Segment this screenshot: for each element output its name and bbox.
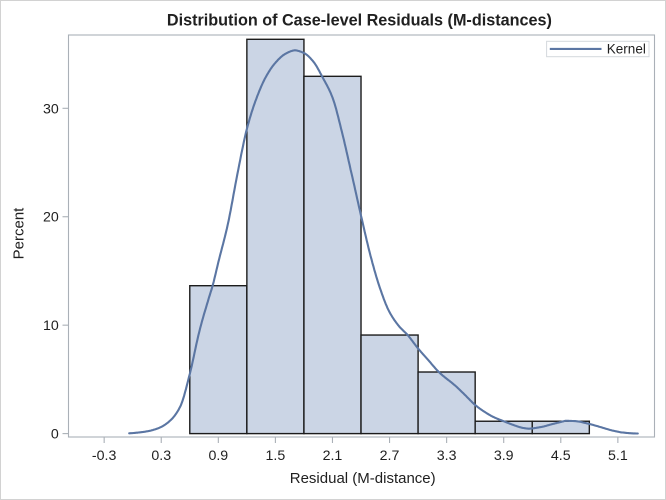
svg-text:10: 10 bbox=[43, 318, 59, 334]
svg-text:30: 30 bbox=[43, 101, 59, 117]
svg-text:Kernel: Kernel bbox=[607, 42, 646, 57]
svg-text:0.3: 0.3 bbox=[151, 448, 171, 464]
svg-text:Distribution of Case-level Res: Distribution of Case-level Residuals (M-… bbox=[167, 11, 552, 29]
svg-text:0: 0 bbox=[51, 427, 59, 443]
svg-text:-0.3: -0.3 bbox=[92, 448, 117, 464]
svg-text:0.9: 0.9 bbox=[208, 448, 228, 464]
svg-text:3.3: 3.3 bbox=[437, 448, 457, 464]
svg-text:Residual (M-distance): Residual (M-distance) bbox=[290, 470, 436, 487]
svg-text:2.7: 2.7 bbox=[380, 448, 400, 464]
svg-text:4.5: 4.5 bbox=[551, 448, 571, 464]
svg-text:Percent: Percent bbox=[11, 207, 28, 260]
svg-text:5.1: 5.1 bbox=[608, 448, 628, 464]
svg-text:3.9: 3.9 bbox=[494, 448, 514, 464]
svg-text:2.1: 2.1 bbox=[323, 448, 343, 464]
svg-text:20: 20 bbox=[43, 210, 59, 226]
svg-text:1.5: 1.5 bbox=[266, 448, 286, 464]
